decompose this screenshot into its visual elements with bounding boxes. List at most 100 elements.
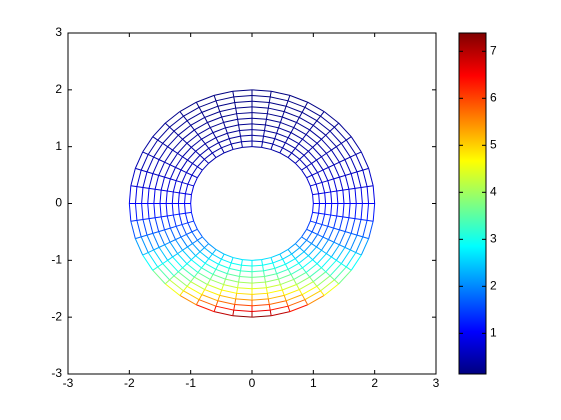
mesh-edge [269, 310, 272, 316]
mesh-edge [160, 177, 165, 191]
mesh-edge [223, 253, 234, 259]
mesh-edge [164, 279, 170, 285]
mesh-edge [202, 236, 209, 245]
mesh-edge [187, 150, 196, 161]
mesh-edge [299, 239, 307, 249]
mesh-edge [164, 227, 171, 231]
mesh-edge [312, 142, 318, 148]
mesh-edge [251, 309, 271, 312]
mesh-edge [237, 282, 240, 288]
mesh-edge [177, 267, 183, 273]
mesh-edge [164, 164, 171, 178]
mesh-edge [354, 203, 357, 219]
mesh-edge [203, 152, 213, 160]
mesh-edge [251, 123, 266, 126]
colorbar-tick-label: 7 [490, 43, 497, 57]
mesh-edge [194, 122, 208, 131]
mesh-edge [293, 122, 297, 128]
mesh-edge [198, 107, 203, 113]
mesh-edge [338, 231, 346, 245]
mesh-edge [321, 214, 326, 225]
mesh-edge [301, 111, 318, 122]
mesh-edge [177, 124, 192, 136]
y-tick-label: 2 [55, 82, 62, 96]
mesh-edge [345, 136, 352, 141]
mesh-edge [136, 170, 142, 187]
mesh-edge [183, 106, 200, 117]
mesh-edge [164, 241, 171, 246]
mesh-edge [176, 224, 183, 227]
mesh-edge [320, 115, 335, 128]
mesh-edge [290, 127, 295, 133]
mesh-edge [285, 105, 303, 113]
mesh-edge [221, 113, 237, 118]
colorbar [458, 32, 487, 375]
mesh-edge [147, 188, 150, 204]
mesh-edge [328, 239, 335, 243]
mesh-edge [318, 192, 325, 195]
mesh-edge [201, 289, 206, 295]
mesh-edge [301, 229, 308, 238]
mesh-edge [153, 249, 164, 264]
mesh-edge [162, 142, 168, 148]
mesh-edge [152, 173, 159, 176]
mesh-edge [169, 153, 178, 166]
mesh-edge [218, 258, 222, 265]
mesh-edge [302, 267, 307, 273]
mesh-edge [280, 278, 294, 286]
mesh-edge [164, 122, 170, 128]
mesh-edge [175, 236, 182, 241]
mesh-edge [261, 146, 272, 150]
mesh-edge [315, 213, 320, 223]
mesh-edge [334, 279, 340, 285]
mesh-edge [324, 203, 327, 215]
mesh-edge [251, 315, 272, 318]
mesh-edge [166, 215, 171, 229]
mesh-edge [308, 246, 317, 257]
mesh-edge [251, 292, 268, 295]
mesh-edge [282, 284, 297, 291]
mesh-edge [336, 203, 339, 216]
mesh-edge [267, 102, 270, 109]
mesh-edge [316, 275, 331, 287]
mesh-edge [186, 142, 192, 148]
mesh-edge [333, 241, 340, 246]
colorbar-tick-label: 2 [490, 279, 497, 293]
y-tick-label: 3 [55, 25, 62, 39]
colorbar-tick-label: 6 [490, 90, 497, 104]
mesh-edge [335, 247, 346, 261]
mesh-edge [272, 143, 283, 149]
mesh-edge [310, 183, 317, 187]
mesh-edge [287, 243, 296, 250]
mesh-edge [146, 156, 155, 173]
mesh-edge [342, 190, 345, 204]
mesh-edge [316, 156, 322, 161]
mesh-edge [317, 169, 324, 173]
mesh-edge [301, 294, 306, 300]
mesh-edge [177, 142, 188, 154]
mesh-edge [175, 226, 182, 238]
mesh-edge [225, 278, 239, 283]
mesh-edge [153, 143, 164, 158]
mesh-edge [177, 253, 188, 265]
mesh-edge [223, 122, 226, 128]
mesh-edge [208, 148, 213, 154]
mesh-edge [322, 166, 329, 171]
colorbar-tick-label: 3 [490, 231, 497, 245]
mesh-edge [310, 220, 317, 224]
mesh-edge [178, 182, 183, 193]
mesh-edge [198, 294, 203, 300]
mesh-edge [279, 152, 289, 158]
mesh-edge [239, 270, 241, 277]
mesh-edge [190, 146, 196, 152]
mesh-edge [162, 130, 175, 144]
mesh-edge [196, 304, 215, 313]
mesh-edge [312, 203, 314, 213]
mesh-edge [130, 219, 137, 222]
mesh-edge [171, 203, 174, 216]
mesh-edge [197, 134, 202, 140]
mesh-edge [210, 278, 224, 286]
mesh-edge [180, 236, 188, 248]
mesh-edge [280, 121, 294, 129]
mesh-edge [228, 138, 232, 145]
